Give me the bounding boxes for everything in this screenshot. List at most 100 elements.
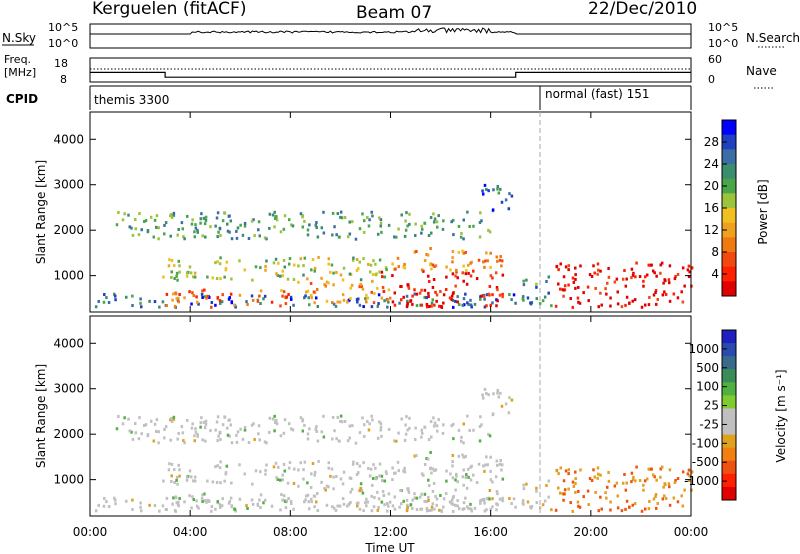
velocity-cell	[456, 504, 459, 508]
velocity-cell	[668, 468, 672, 472]
power-cell	[113, 294, 117, 298]
velocity-cell	[425, 457, 428, 461]
velocity-cell	[302, 468, 305, 472]
velocity-cell	[178, 468, 181, 472]
velocity-cell	[495, 490, 499, 494]
power-cell	[382, 289, 386, 293]
velocity-cell	[214, 507, 217, 511]
power-cell	[496, 184, 500, 188]
power-cell	[365, 300, 368, 304]
velocity-cell	[210, 504, 214, 508]
velocity-cell	[483, 501, 486, 505]
power-cell	[483, 305, 487, 309]
power-cell	[358, 227, 362, 231]
velocity-cell	[340, 420, 344, 424]
freq-top-tick: 18	[54, 57, 68, 70]
power-cell	[339, 273, 343, 277]
velocity-cell	[346, 504, 349, 508]
power-cell	[297, 280, 300, 284]
velocity-cell	[348, 476, 352, 480]
power-cell	[214, 224, 217, 228]
power-cell	[192, 294, 196, 298]
velocity-cell	[203, 492, 206, 496]
velocity-cell	[395, 439, 398, 443]
colorbar-swatch	[722, 149, 736, 165]
velocity-cell	[438, 508, 441, 512]
velocity-cell	[247, 441, 251, 445]
power-cell	[466, 301, 469, 305]
velocity-cell	[391, 466, 394, 470]
velocity-cell	[330, 467, 334, 471]
velocity-cell	[190, 426, 194, 430]
power-cell	[642, 284, 645, 288]
power-cell	[282, 227, 286, 231]
velocity-cell	[433, 507, 436, 511]
velocity-cell	[388, 500, 392, 504]
velocity-cell	[450, 498, 454, 502]
power-cell	[596, 262, 600, 266]
power-cell	[125, 295, 128, 299]
velocity-cell	[245, 504, 248, 508]
velocity-cell	[306, 432, 310, 436]
power-cell	[499, 187, 502, 191]
power-cell	[616, 302, 620, 306]
power-cell	[406, 301, 409, 305]
velocity-cell	[117, 414, 120, 418]
velocity-cell	[314, 427, 318, 431]
power-cell	[376, 232, 380, 236]
y-tick-label: 4000	[53, 336, 84, 350]
velocity-cell	[572, 484, 576, 488]
colorbar-tick-label: 100	[696, 380, 719, 394]
power-cell	[480, 294, 483, 298]
velocity-cell	[183, 441, 186, 445]
velocity-cell	[487, 393, 490, 397]
power-cell	[380, 296, 384, 300]
power-cell	[420, 231, 423, 235]
velocity-cell	[200, 496, 204, 500]
velocity-cell	[571, 480, 575, 484]
power-cell	[470, 305, 473, 309]
velocity-cell	[142, 424, 146, 428]
velocity-cell	[483, 509, 487, 513]
velocity-cell	[638, 479, 642, 483]
power-cell	[393, 235, 396, 239]
power-cell	[463, 303, 466, 307]
power-cell	[630, 267, 634, 271]
velocity-cell	[455, 472, 458, 476]
power-cell	[673, 277, 677, 281]
velocity-cell	[291, 428, 295, 432]
velocity-cell	[127, 417, 130, 421]
velocity-cell	[216, 464, 219, 468]
power-cell	[451, 249, 455, 253]
power-cell	[303, 296, 306, 300]
velocity-cell	[229, 496, 233, 500]
power-cell	[283, 265, 287, 269]
power-cell	[146, 229, 150, 233]
velocity-cell	[535, 486, 538, 490]
velocity-cell	[367, 428, 371, 432]
velocity-cell	[228, 434, 231, 438]
velocity-cell	[538, 506, 542, 510]
velocity-cell	[457, 428, 461, 432]
power-cell	[430, 267, 433, 271]
velocity-cell	[441, 431, 445, 435]
power-cell	[192, 275, 195, 279]
power-cell	[483, 297, 486, 301]
velocity-cell	[643, 507, 647, 511]
power-cell	[421, 227, 424, 231]
velocity-cell	[282, 431, 286, 435]
velocity-cell	[571, 509, 575, 513]
velocity-cell	[535, 489, 538, 493]
power-cell	[265, 259, 268, 263]
velocity-cell	[279, 434, 283, 438]
velocity-cell	[647, 507, 651, 511]
power-cell	[320, 276, 323, 280]
velocity-cell	[394, 471, 397, 475]
velocity-cell	[405, 498, 409, 502]
power-cell	[205, 296, 208, 300]
colorbar-tick-label: 500	[696, 361, 719, 375]
power-cell	[582, 291, 585, 295]
power-cell	[432, 212, 435, 216]
power-cell	[362, 305, 365, 309]
x-tick-label: 00:00	[674, 525, 709, 539]
